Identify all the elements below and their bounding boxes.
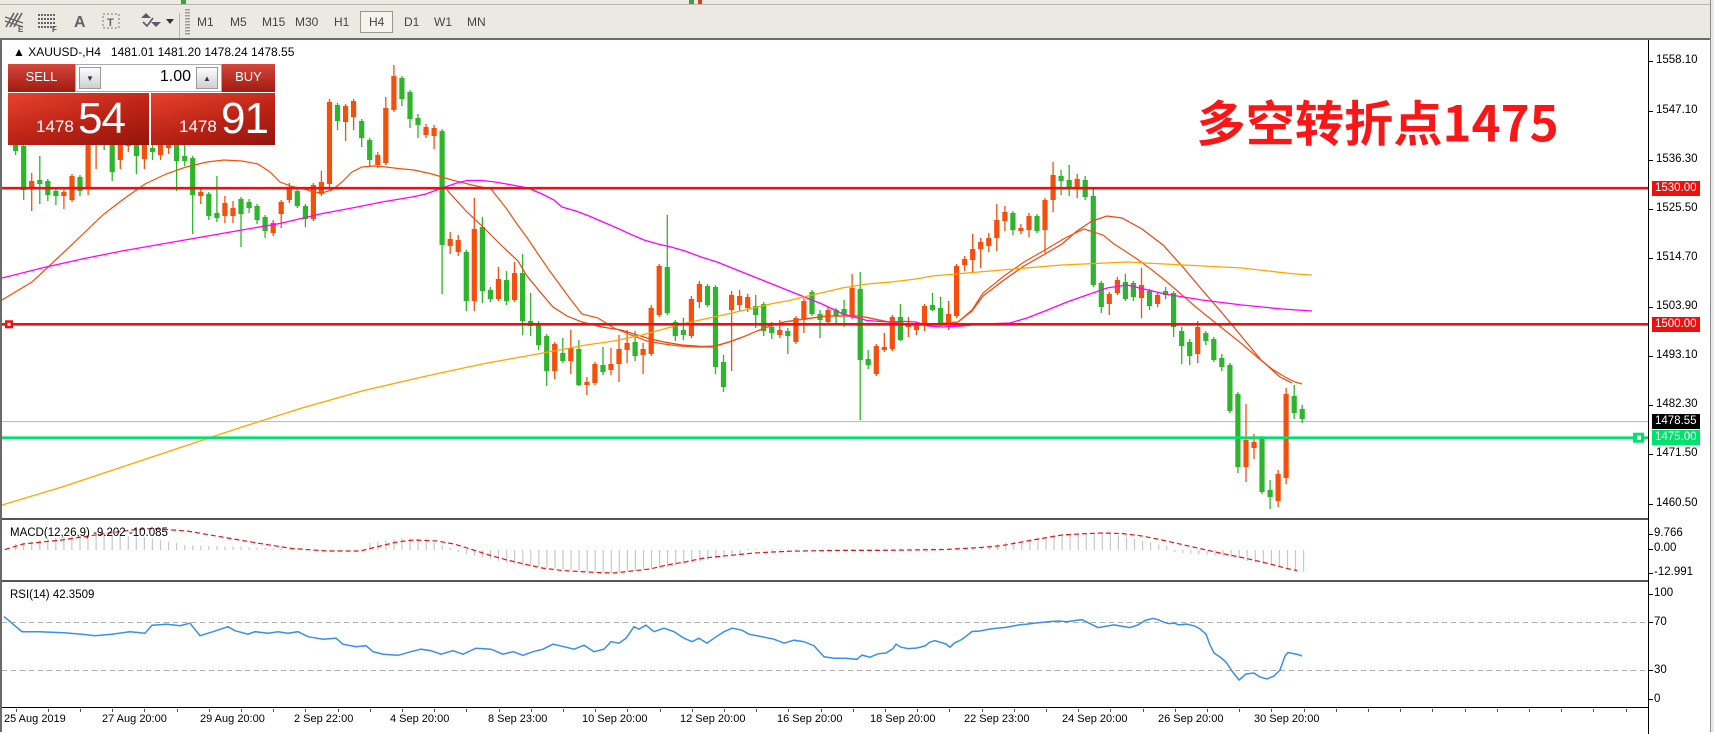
svg-text:T: T (107, 17, 114, 29)
svg-text:A: A (74, 14, 86, 31)
svg-text:F: F (52, 25, 57, 34)
svg-text:E: E (18, 25, 24, 34)
